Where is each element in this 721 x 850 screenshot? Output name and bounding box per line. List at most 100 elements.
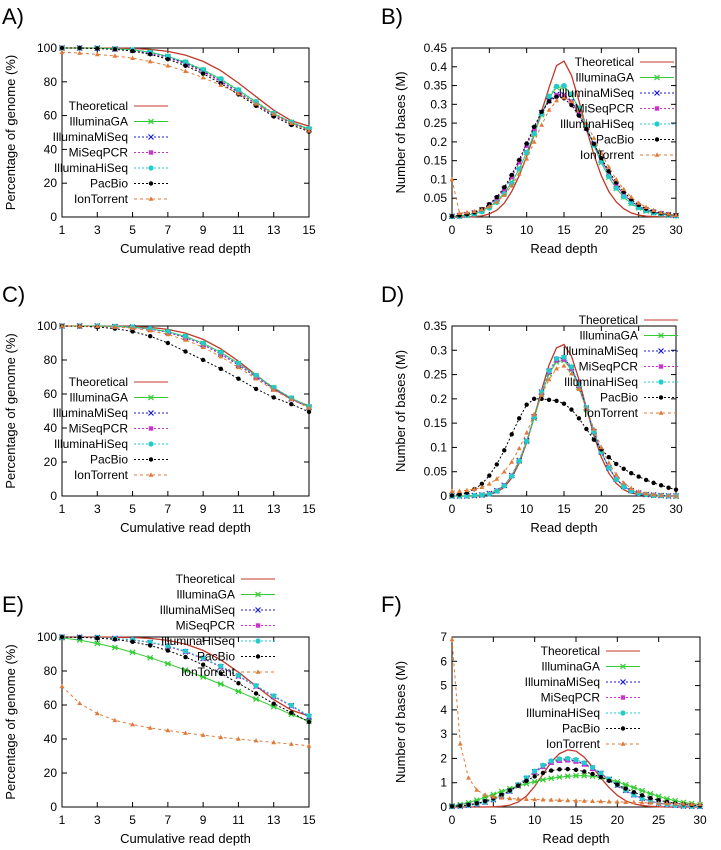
x-tick-label: 13 bbox=[267, 502, 281, 516]
data-point bbox=[466, 802, 471, 808]
data-point bbox=[271, 739, 277, 745]
legend-marker bbox=[620, 710, 626, 716]
data-point bbox=[289, 710, 294, 715]
data-point bbox=[569, 102, 574, 108]
series-iontorrent bbox=[449, 363, 679, 498]
data-point bbox=[613, 476, 619, 483]
y-tick-label: 20 bbox=[44, 455, 58, 469]
x-tick-label: 30 bbox=[669, 502, 683, 516]
data-point bbox=[130, 48, 135, 54]
y-axis-label: Percentage of genome (%) bbox=[3, 644, 18, 799]
data-point bbox=[183, 654, 188, 660]
data-point bbox=[639, 800, 645, 805]
y-tick-label: 0.25 bbox=[424, 368, 448, 382]
data-point bbox=[621, 466, 626, 471]
y-tick-label: 5 bbox=[440, 679, 447, 693]
data-point bbox=[466, 775, 471, 780]
series-pacbio bbox=[59, 634, 312, 725]
data-point bbox=[165, 63, 171, 68]
series-pacbio bbox=[449, 396, 679, 498]
data-point bbox=[556, 756, 563, 762]
legend-label: IlluminaHiSeq bbox=[560, 117, 634, 131]
data-point bbox=[516, 458, 522, 464]
panel-label: C) bbox=[2, 282, 25, 307]
legend-marker bbox=[255, 591, 261, 598]
x-tick-label: 3 bbox=[94, 502, 101, 516]
data-point bbox=[200, 71, 206, 76]
data-point bbox=[584, 426, 589, 432]
data-point bbox=[253, 372, 259, 378]
y-tick-label: 40 bbox=[44, 142, 58, 156]
series-iontorrent bbox=[449, 636, 703, 807]
legend-label: IlluminaGA bbox=[575, 71, 634, 85]
y-tick-label: 3 bbox=[440, 727, 447, 741]
data-point bbox=[517, 159, 522, 165]
data-point bbox=[554, 398, 559, 403]
data-point bbox=[599, 155, 604, 161]
y-tick-label: 0.05 bbox=[424, 465, 448, 479]
data-point bbox=[516, 171, 522, 176]
data-point bbox=[569, 98, 574, 104]
x-tick-label: 15 bbox=[302, 502, 316, 516]
data-point bbox=[546, 397, 552, 403]
x-tick-label: 15 bbox=[569, 813, 583, 827]
legend-label: IlluminaMiSeq bbox=[160, 603, 235, 617]
legend-marker bbox=[658, 395, 664, 400]
x-tick-label: 15 bbox=[302, 813, 316, 827]
data-point bbox=[306, 719, 312, 725]
y-axis-label: Number of bases (M) bbox=[393, 71, 408, 193]
y-tick-label: 0.1 bbox=[430, 172, 447, 186]
data-point bbox=[651, 491, 656, 497]
series-theoretical bbox=[452, 60, 676, 218]
y-tick-label: 80 bbox=[44, 75, 58, 89]
data-point bbox=[651, 480, 656, 486]
data-point bbox=[630, 784, 637, 791]
data-point bbox=[557, 767, 562, 772]
data-point bbox=[576, 386, 582, 391]
data-point bbox=[289, 402, 294, 407]
data-point bbox=[509, 183, 515, 188]
series-line bbox=[451, 85, 677, 218]
data-point bbox=[498, 788, 505, 795]
legend-marker bbox=[255, 669, 261, 674]
data-point bbox=[464, 209, 470, 215]
x-axis-label: Cumulative read depth bbox=[120, 241, 251, 256]
x-tick-label: 1 bbox=[59, 502, 66, 516]
legend-marker bbox=[255, 638, 261, 644]
x-tick-label: 0 bbox=[449, 502, 456, 516]
legend-label: IonTorrent bbox=[74, 468, 129, 482]
y-tick-label: 100 bbox=[37, 319, 57, 333]
panel-d: D) 0 5 10 15 20 25 30 0 0.05 0.1 0.15 0.2 0.25 0.3 0.35… bbox=[381, 282, 683, 535]
data-point bbox=[565, 755, 571, 762]
y-tick-label: 20 bbox=[44, 176, 58, 190]
data-point bbox=[666, 492, 671, 498]
series-line bbox=[451, 86, 677, 217]
panel-label: A) bbox=[2, 4, 24, 29]
x-tick-label: 7 bbox=[165, 502, 172, 516]
data-point bbox=[235, 672, 242, 679]
x-tick-label: 3 bbox=[94, 223, 101, 237]
x-tick-label: 5 bbox=[486, 223, 493, 237]
data-point bbox=[112, 324, 118, 329]
data-point bbox=[457, 741, 463, 746]
series-line bbox=[61, 325, 310, 413]
data-point bbox=[621, 194, 627, 200]
y-tick-label: 1 bbox=[440, 776, 447, 790]
data-point bbox=[581, 798, 587, 803]
legend-marker bbox=[148, 165, 154, 171]
x-tick-label: 5 bbox=[486, 502, 493, 516]
legend-label: PacBio bbox=[562, 722, 600, 736]
data-point bbox=[524, 149, 530, 156]
data-point bbox=[546, 93, 552, 99]
data-point bbox=[553, 83, 560, 89]
data-point bbox=[561, 82, 567, 89]
legend-label: Theoretical bbox=[541, 644, 600, 658]
legend-marker bbox=[148, 394, 154, 401]
y-tick-label: 60 bbox=[44, 387, 58, 401]
data-point bbox=[218, 76, 224, 82]
data-point bbox=[573, 772, 579, 779]
x-tick-label: 11 bbox=[232, 223, 245, 237]
